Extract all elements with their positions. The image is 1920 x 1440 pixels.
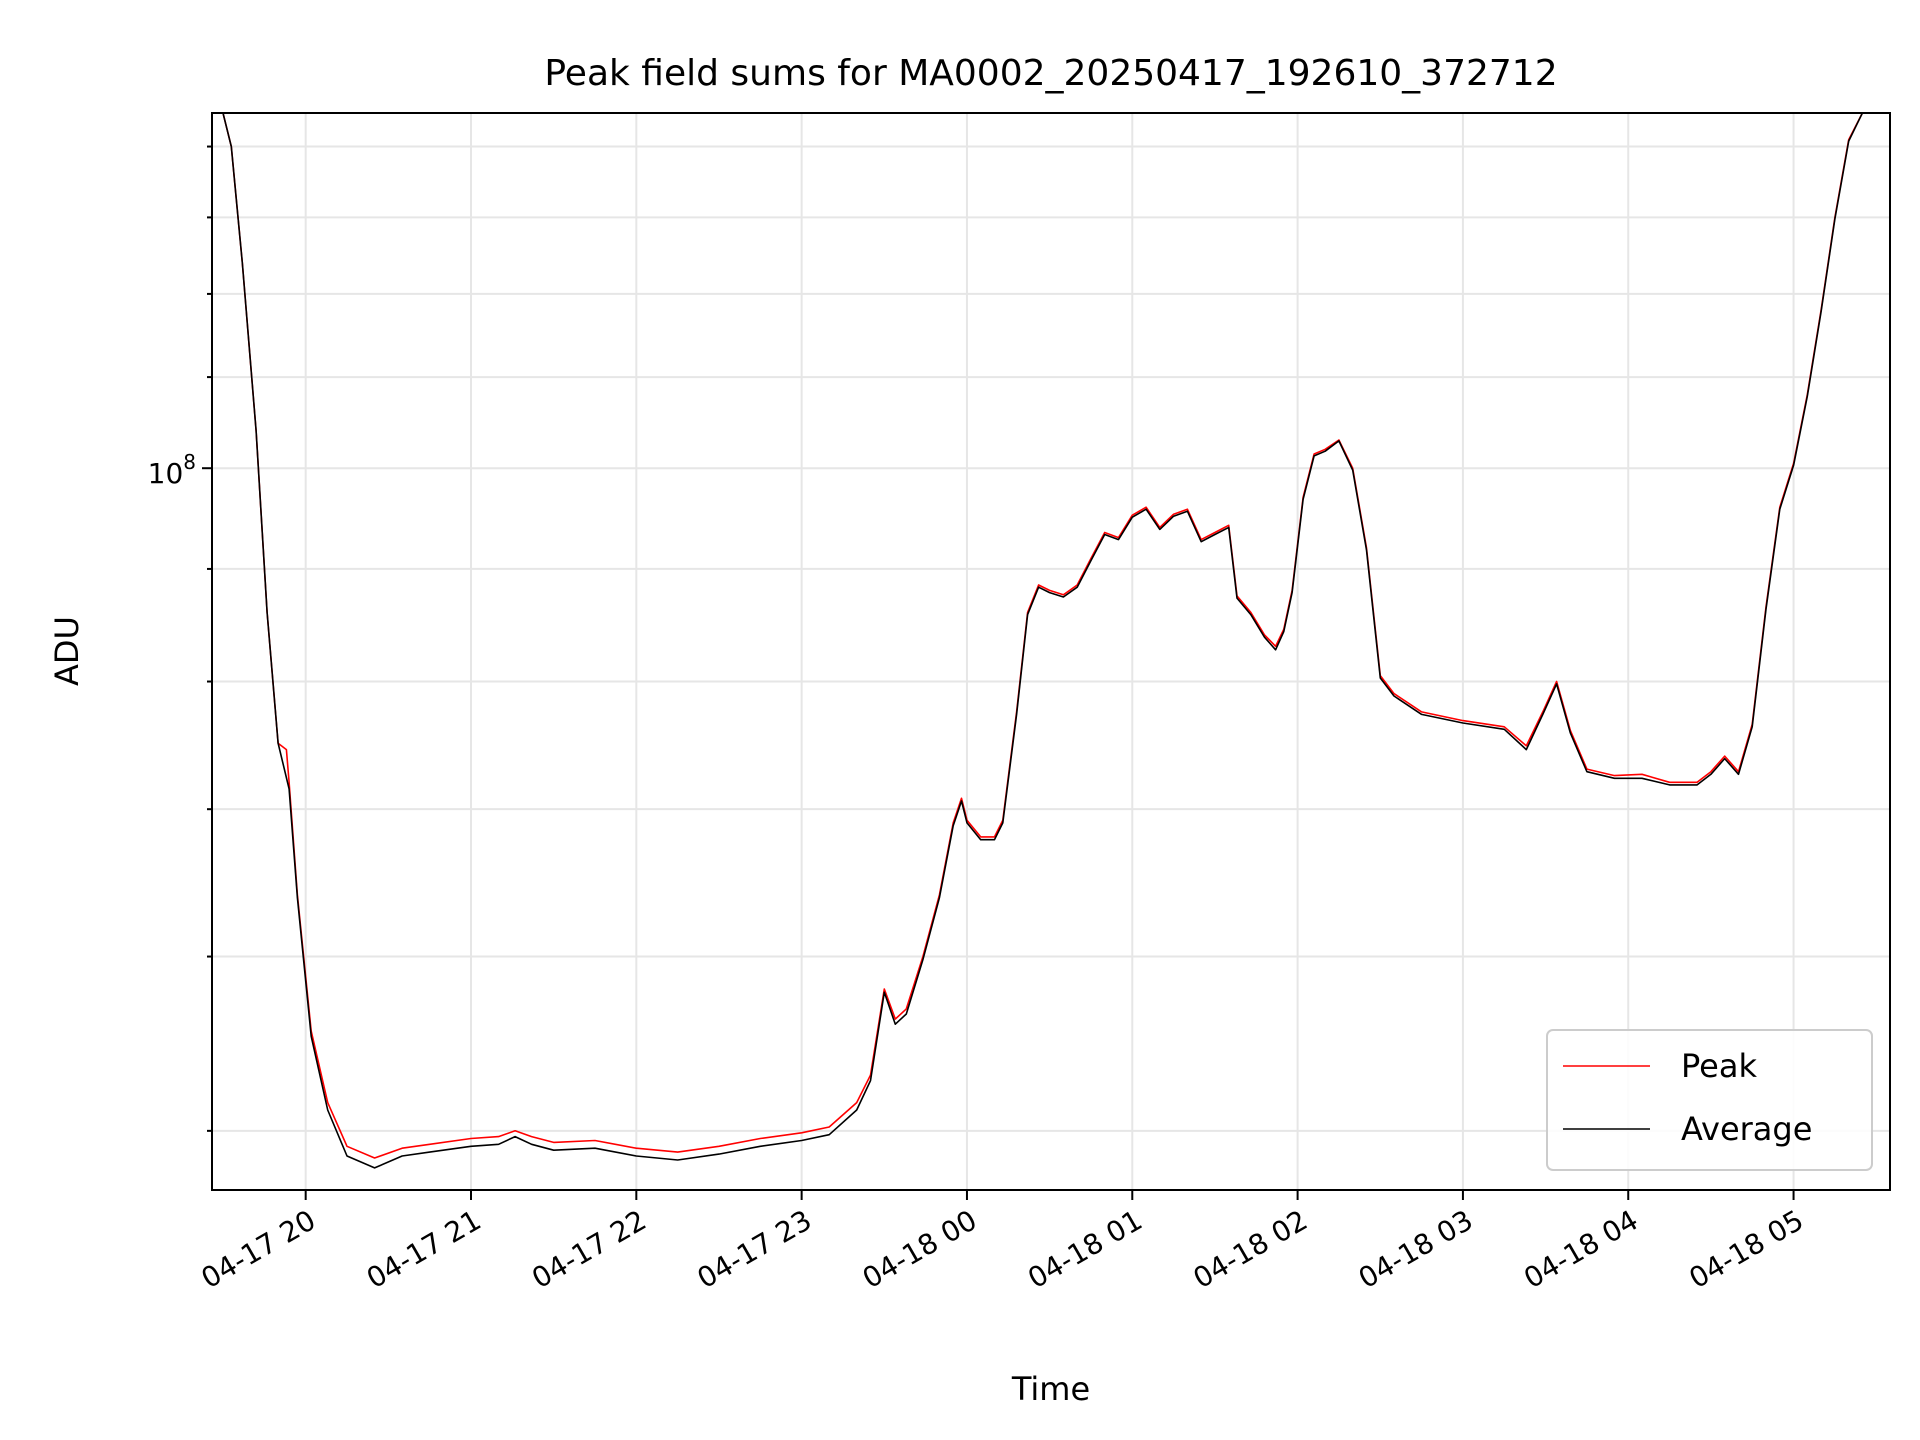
legend-label-average: Average [1681, 1110, 1812, 1148]
y-tick-label-1e8: 108 [148, 450, 196, 490]
x-axis-label: Time [1011, 1370, 1090, 1408]
plot-frame [211, 112, 1891, 1191]
series-layer [212, 113, 1890, 1169]
series-line-peak [212, 113, 1890, 1159]
y-tick-exponent: 8 [183, 450, 196, 474]
legend-label-peak: Peak [1681, 1047, 1757, 1085]
chart-title: Peak field sums for MA0002_20250417_1926… [544, 53, 1557, 94]
y-tick-base: 10 [148, 457, 184, 490]
legend-box [1546, 1029, 1873, 1171]
legend: Peak Average [1546, 1029, 1873, 1171]
series-line-average [212, 113, 1890, 1169]
y-axis-label: ADU [48, 616, 86, 686]
